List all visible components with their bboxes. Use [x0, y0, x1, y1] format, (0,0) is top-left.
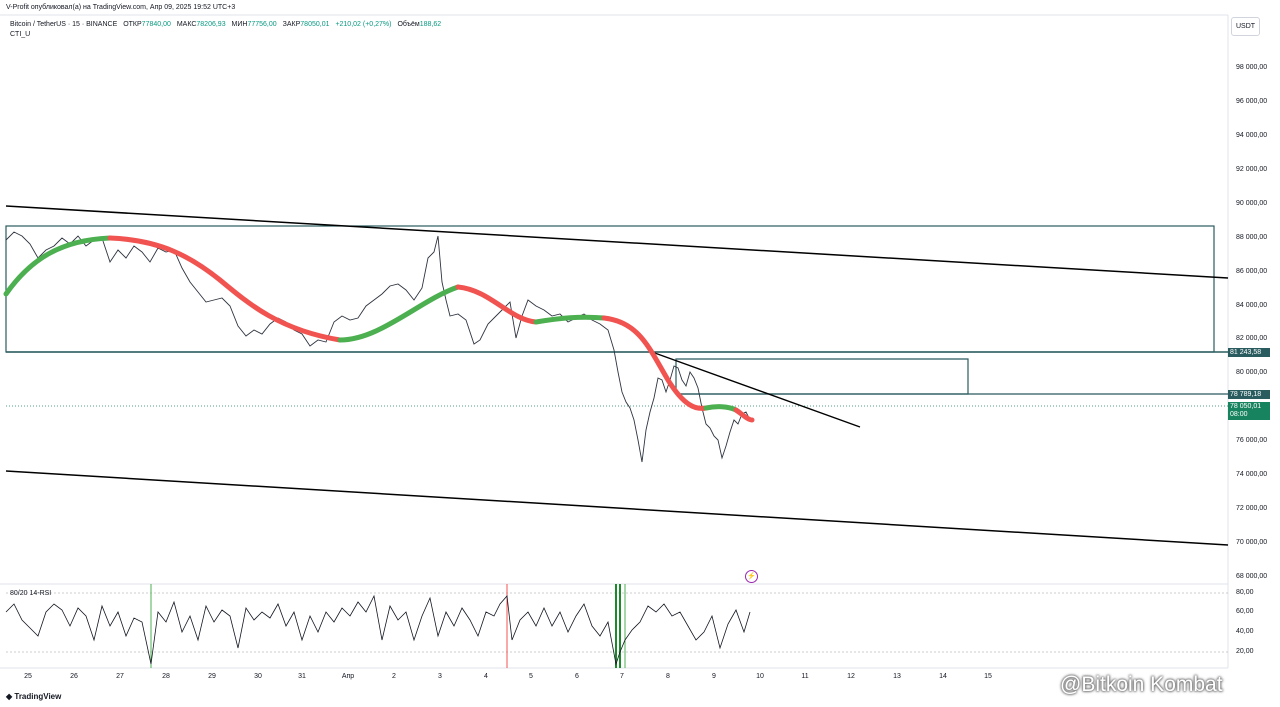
low-label: МИН — [231, 21, 248, 28]
rsi-legend[interactable]: 80/20 14-RSI — [10, 590, 52, 597]
price-tick: 68 000,00 — [1236, 573, 1268, 580]
price-tick: 84 000,00 — [1236, 302, 1268, 309]
price-series — [5, 231, 751, 463]
time-tick: 11 — [801, 673, 809, 680]
price-tick: 90 000,00 — [1236, 200, 1268, 207]
rsi-series — [5, 594, 751, 666]
time-tick: 4 — [484, 673, 488, 680]
channel-top-line — [5, 205, 1229, 279]
bar-countdown: 08:00 — [1230, 411, 1248, 418]
time-tick: 14 — [939, 673, 947, 680]
rsi-tick: 40,00 — [1236, 628, 1254, 635]
published-caption: V-Profit опубликовал(а) на TradingView.c… — [6, 4, 236, 11]
time-tick: 8 — [666, 673, 670, 680]
last-price-value: 78 050,01 — [1230, 403, 1262, 410]
price-tick: 70 000,00 — [1236, 539, 1268, 546]
price-tick: 96 000,00 — [1236, 98, 1268, 105]
time-tick: 6 — [575, 673, 579, 680]
time-tick: 15 — [984, 673, 992, 680]
price-tick: 94 000,00 — [1236, 132, 1268, 139]
time-tick: 12 — [847, 673, 855, 680]
time-tick: 9 — [712, 673, 716, 680]
price-tick: 92 000,00 — [1236, 166, 1268, 173]
time-tick: 28 — [162, 673, 170, 680]
lightning-icon[interactable]: ⚡ — [745, 570, 758, 583]
time-tick: 27 — [116, 673, 124, 680]
range-box — [5, 225, 1215, 353]
trendline — [651, 351, 861, 428]
time-tick: 3 — [438, 673, 442, 680]
rsi-tick: 80,00 — [1236, 589, 1254, 596]
change-value: +210,02 (+0,27%) — [335, 21, 392, 28]
close-label: ЗАКР — [282, 21, 301, 28]
time-tick: 31 — [298, 673, 306, 680]
cti-bear-segment — [601, 315, 709, 411]
cti-bear-segment — [455, 284, 539, 325]
brand-name: TradingView — [14, 692, 62, 701]
symbol-legend[interactable]: Bitcoin / TetherUS · 15 · BINANCE ОТКР77… — [10, 21, 441, 28]
last-price-tag: 78 050,01 08:00 — [1228, 402, 1270, 420]
close-value: 78050,01 — [300, 21, 330, 28]
price-tick: 80 000,00 — [1236, 369, 1268, 376]
cti-bull-segment — [703, 404, 739, 413]
cti-bear-segment — [733, 407, 755, 423]
cti-bull-segment — [337, 284, 461, 343]
currency-button[interactable]: USDT — [1231, 17, 1260, 36]
cti-bear-segment — [107, 235, 343, 343]
volume-label: Объём — [397, 21, 420, 28]
cti-bull-segment — [3, 235, 113, 297]
high-value: 78206,93 — [196, 21, 226, 28]
time-tick: 13 — [893, 673, 901, 680]
time-tick: 30 — [254, 673, 262, 680]
low-value: 77756,00 — [247, 21, 277, 28]
volume-value: 188,62 — [419, 21, 442, 28]
indicator-name[interactable]: CTI_U — [10, 31, 31, 38]
open-value: 77840,00 — [141, 21, 171, 28]
rsi-tick: 20,00 — [1236, 648, 1254, 655]
high-label: МАКС — [176, 21, 197, 28]
time-tick: Апр — [341, 673, 355, 680]
price-tick: 72 000,00 — [1236, 505, 1268, 512]
time-tick: 2 — [392, 673, 396, 680]
tv-logo-icon: ◆ — [6, 692, 15, 701]
time-tick: 29 — [208, 673, 216, 680]
price-tick: 98 000,00 — [1236, 64, 1268, 71]
price-tick: 76 000,00 — [1236, 437, 1268, 444]
price-tick: 88 000,00 — [1236, 234, 1268, 241]
channel-bottom-line — [5, 470, 1229, 546]
symbol-name[interactable]: Bitcoin / TetherUS · 15 · BINANCE — [10, 21, 118, 28]
time-tick: 25 — [24, 673, 32, 680]
price-tick: 86 000,00 — [1236, 268, 1268, 275]
level-tag-upper: 81 243,58 — [1228, 348, 1270, 357]
cti-bull-segment — [533, 314, 607, 325]
time-tick: 26 — [70, 673, 78, 680]
rsi-tick: 60,00 — [1236, 608, 1254, 615]
price-tick: 82 000,00 — [1236, 335, 1268, 342]
open-label: ОТКР — [123, 21, 142, 28]
price-tick: 74 000,00 — [1236, 471, 1268, 478]
time-tick: 10 — [756, 673, 764, 680]
time-tick: 5 — [529, 673, 533, 680]
watermark: @Bitkoin Kombat — [1060, 673, 1223, 696]
time-tick: 7 — [620, 673, 624, 680]
level-tag-lower: 78 789,18 — [1228, 390, 1270, 399]
tradingview-logo[interactable]: ◆ TradingView — [6, 692, 61, 701]
